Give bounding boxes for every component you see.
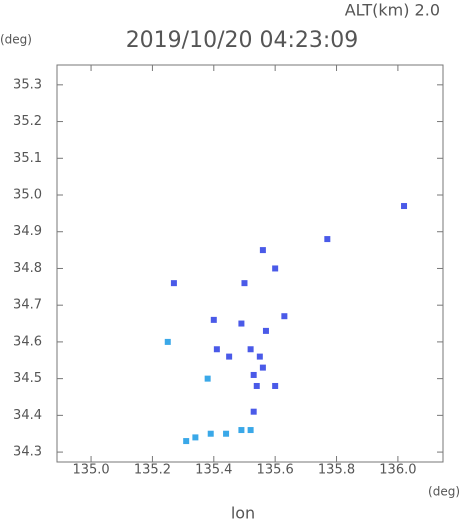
y-tick-label: 34.7 <box>13 298 42 313</box>
echo-point <box>256 353 263 360</box>
echo-point <box>259 247 266 254</box>
echo-point <box>170 280 177 287</box>
echo-point <box>226 353 233 360</box>
echo-point <box>164 338 171 345</box>
y-tick-label: 34.3 <box>13 445 42 460</box>
echo-point <box>259 364 266 371</box>
echo-point <box>324 236 331 243</box>
y-tick-label: 35.3 <box>13 77 42 92</box>
y-tick-label: 34.5 <box>13 371 42 386</box>
echo-point <box>247 346 254 353</box>
echo-point <box>238 427 245 434</box>
x-tick-label: 135.8 <box>318 463 355 478</box>
echo-point <box>253 382 260 389</box>
echo-point <box>210 316 217 323</box>
y-tick-label: 35.2 <box>13 114 42 129</box>
echo-point <box>250 408 257 415</box>
x-tick-label: 135.0 <box>72 463 109 478</box>
x-axis-label: lon <box>231 504 255 521</box>
echo-point <box>272 382 279 389</box>
echo-point <box>401 203 408 210</box>
echo-point <box>183 438 190 445</box>
echo-point <box>207 430 214 437</box>
echo-point <box>241 280 248 287</box>
echo-point <box>250 371 257 378</box>
y-tick-label: 34.6 <box>13 334 42 349</box>
plot-frame <box>56 64 444 463</box>
y-tick-label: 34.4 <box>13 408 42 423</box>
echo-point <box>247 427 254 434</box>
y-tick-label: 34.9 <box>13 224 42 239</box>
x-tick-label: 136.0 <box>379 463 416 478</box>
echo-point <box>213 346 220 353</box>
echo-point <box>272 265 279 272</box>
echo-point <box>238 320 245 327</box>
x-tick-label: 135.4 <box>195 463 232 478</box>
altitude-label: ALT(km) 2.0 <box>345 1 440 20</box>
y-tick-label: 34.8 <box>13 261 42 276</box>
y-axis-unit: (deg) <box>0 33 32 47</box>
echo-point <box>223 430 230 437</box>
x-tick-label: 135.2 <box>134 463 171 478</box>
echo-point <box>262 327 269 334</box>
chart-title: 2019/10/20 04:23:09 <box>126 28 359 53</box>
echo-point <box>192 434 199 441</box>
echo-point <box>281 313 288 320</box>
y-tick-label: 35.1 <box>13 151 42 166</box>
x-tick-label: 135.6 <box>257 463 294 478</box>
y-tick-label: 35.0 <box>13 188 42 203</box>
x-axis-unit: (deg) <box>428 485 460 499</box>
echo-point <box>204 375 211 382</box>
